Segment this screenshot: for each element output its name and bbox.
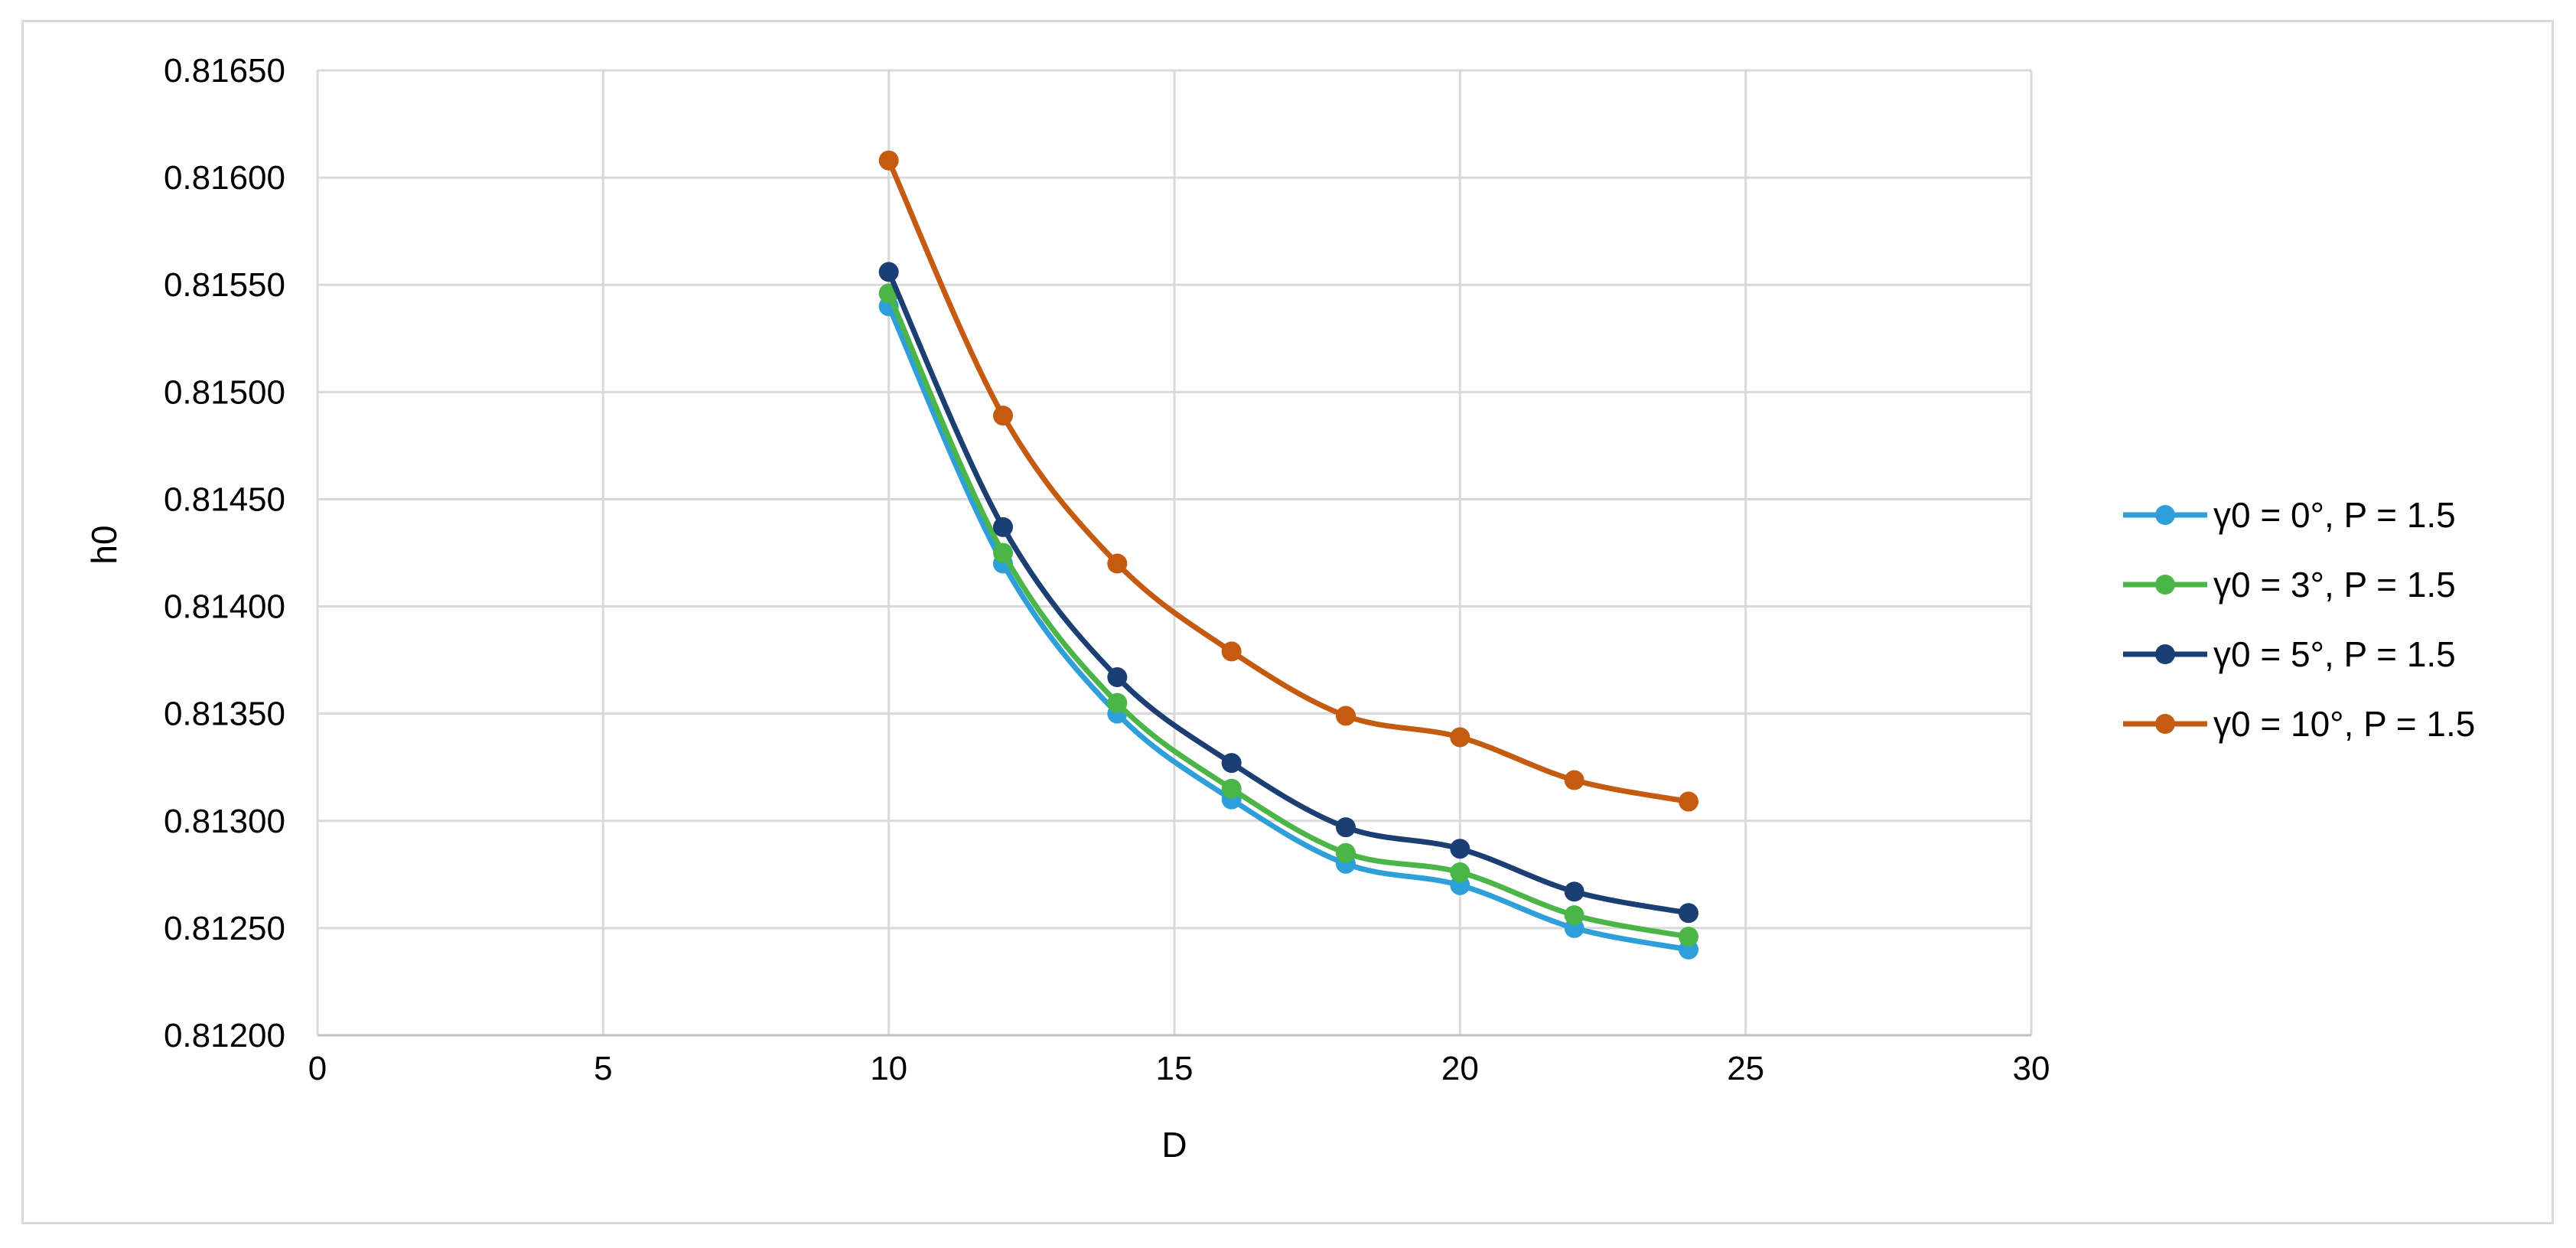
series-line [886,303,1692,953]
y-axis-title: h0 [84,525,124,564]
legend-entry: γ0 = 3°, P = 1.5 [2123,565,2456,604]
data-point [1107,667,1128,688]
x-tick-label: 15 [1156,1050,1194,1087]
data-point [993,543,1013,563]
data-point [1450,862,1470,883]
legend-entry: γ0 = 10°, P = 1.5 [2123,704,2475,744]
series-line [886,290,1692,940]
x-tick-label: 30 [2013,1050,2050,1087]
x-tick-label: 25 [1727,1050,1764,1087]
legend-swatch-marker [2155,505,2175,525]
data-point [878,150,899,171]
data-point [1107,692,1128,713]
chart-frame [21,20,2554,1224]
data-point [1221,641,1242,662]
legend-label: γ0 = 5°, P = 1.5 [2213,634,2456,674]
data-point [1107,553,1128,574]
data-point [1221,753,1242,774]
legend: γ0 = 0°, P = 1.5 γ0 = 3°, P = 1.5 γ0 = 5°,… [2123,495,2475,744]
y-tick-label: 0.81450 [164,481,285,518]
series-line [886,269,1692,916]
tick-labels: 0 5 10 15 20 25 30 0.81200 0.81250 0.81300 0.81350… [164,52,2050,1087]
data-point [1679,791,1698,812]
data-point [1564,881,1584,902]
y-tick-label: 0.81500 [164,373,285,411]
x-axis-title: D [1161,1125,1187,1165]
x-tick-label: 0 [308,1050,327,1087]
data-point [1679,903,1698,924]
series-3 [878,150,1698,812]
data-point [1221,778,1242,799]
y-tick-label: 0.81300 [164,803,285,840]
data-point [1336,842,1356,863]
data-point [993,516,1013,537]
legend-entry: γ0 = 0°, P = 1.5 [2123,495,2456,535]
legend-label: γ0 = 3°, P = 1.5 [2213,565,2456,604]
series-lines [878,150,1698,960]
y-tick-label: 0.81200 [164,1017,285,1054]
series-0 [878,296,1698,960]
y-tick-label: 0.81250 [164,910,285,947]
x-tick-label: 5 [594,1050,612,1087]
data-point [1336,817,1356,838]
x-tick-label: 20 [1441,1050,1479,1087]
series-1 [878,283,1698,947]
legend-label: γ0 = 10°, P = 1.5 [2213,704,2475,744]
x-tick-label: 10 [870,1050,907,1087]
data-point [1336,705,1356,726]
axes [316,70,2031,1037]
legend-swatch-marker [2155,575,2175,595]
legend-label: γ0 = 0°, P = 1.5 [2213,495,2456,535]
y-tick-label: 0.81400 [164,588,285,626]
y-tick-label: 0.81600 [164,159,285,197]
data-point [1450,839,1470,859]
series-line [886,158,1692,805]
gridlines [318,69,2033,1035]
y-tick-label: 0.81650 [164,52,285,90]
data-point [1450,727,1470,748]
y-tick-label: 0.81550 [164,266,285,304]
series-2 [878,262,1698,924]
data-point [1564,905,1584,926]
data-point [993,406,1013,426]
data-point [1679,927,1698,947]
data-point [878,262,899,282]
y-tick-label: 0.81350 [164,696,285,733]
legend-swatch-marker [2155,644,2175,664]
data-point [1564,770,1584,790]
legend-swatch-marker [2155,714,2175,734]
legend-entry: γ0 = 5°, P = 1.5 [2123,634,2456,674]
